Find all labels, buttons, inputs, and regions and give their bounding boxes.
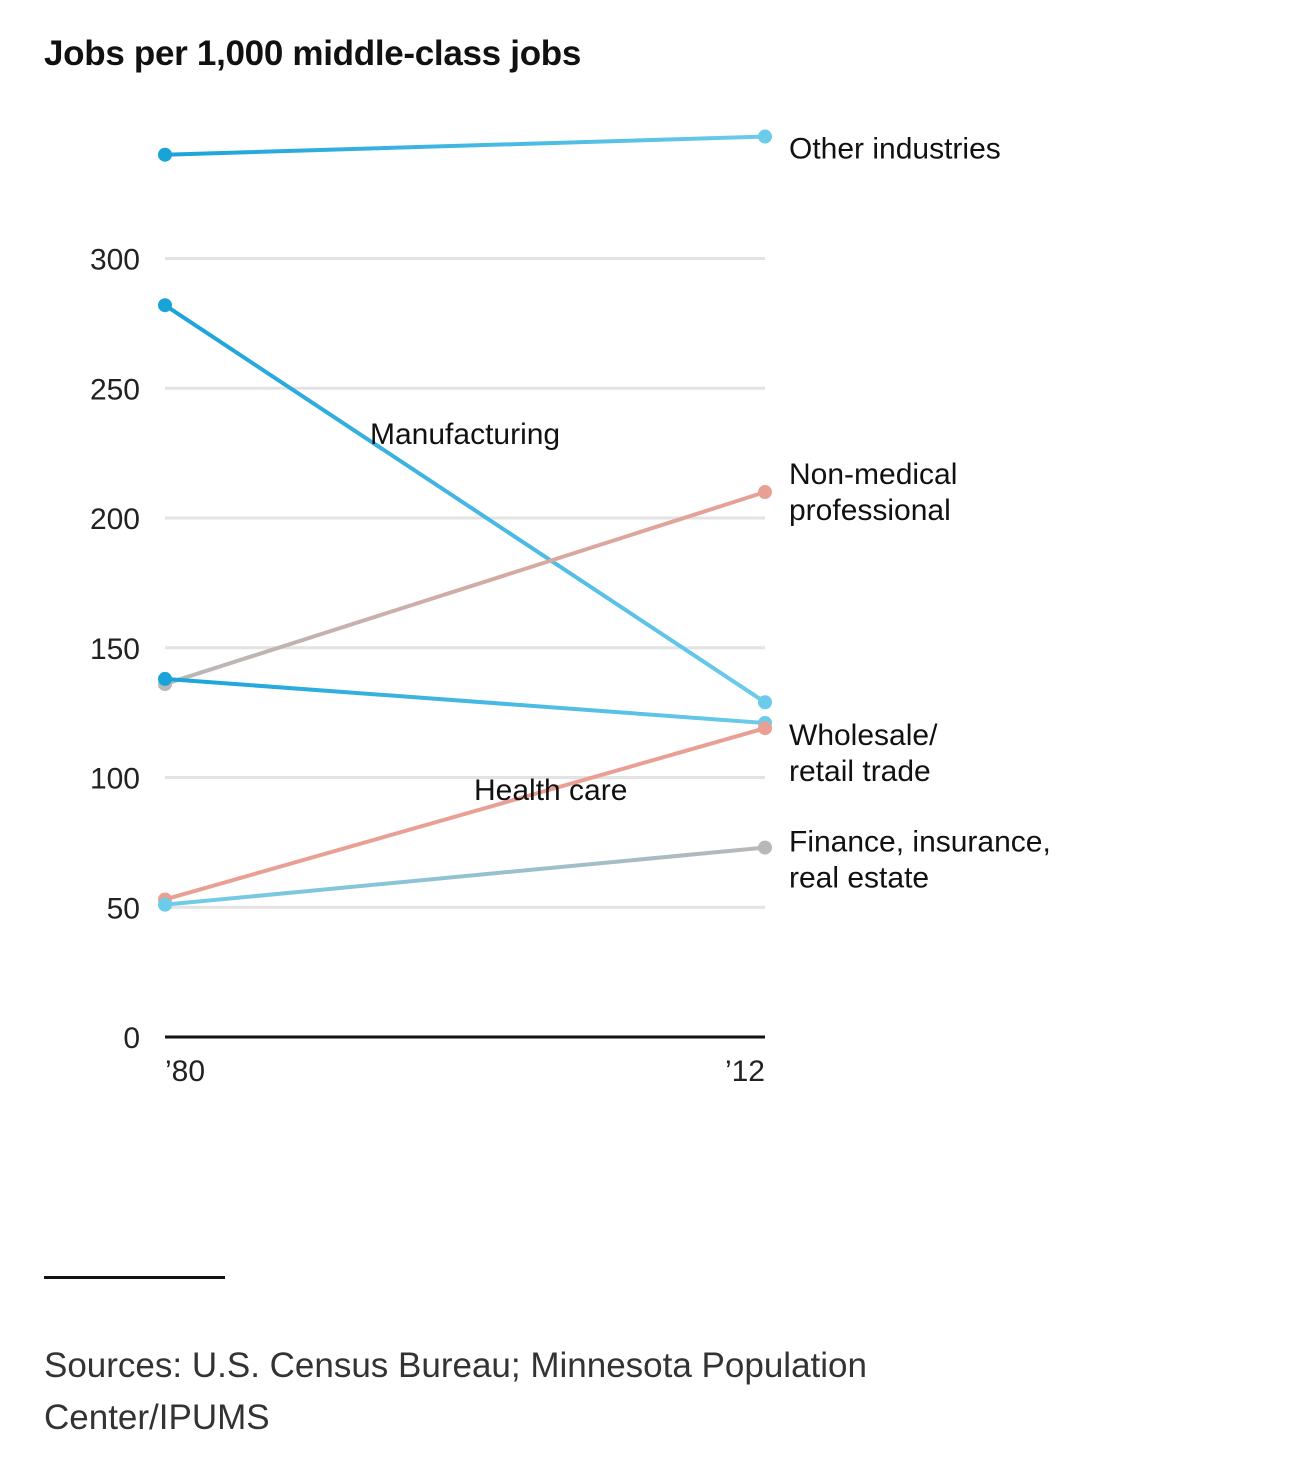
y-tick-label: 200 <box>90 503 140 536</box>
series-label-health-care: Health care <box>474 774 627 807</box>
series-label-line: Health care <box>474 774 627 807</box>
y-tick-label: 300 <box>90 244 140 277</box>
series-label-line: Non-medical <box>789 458 957 491</box>
series-label-line: Wholesale/ <box>789 719 938 752</box>
series-label-wholesale-retail-trade: Wholesale/retail trade <box>789 719 938 788</box>
y-tick-label: 250 <box>90 373 140 406</box>
source-divider <box>44 1276 225 1279</box>
series-label-line: retail trade <box>789 755 931 788</box>
data-point-other-industries-1 <box>758 129 772 144</box>
gridlines <box>165 257 765 909</box>
x-tick-label: ’12 <box>725 1055 765 1088</box>
chart-title: Jobs per 1,000 middle-class jobs <box>44 34 582 73</box>
series-lines <box>163 134 767 907</box>
x-tick-label: ’80 <box>165 1055 205 1088</box>
axes: 0 50 100 150 200 250 300 ’80 ’12 <box>90 244 765 1088</box>
series-label-other-industries: Other industries <box>789 133 1001 166</box>
data-point-wholesale-retail-trade-0 <box>158 671 172 686</box>
series-label-line: Finance, insurance, <box>789 826 1051 859</box>
y-tick-label: 100 <box>90 763 140 796</box>
slope-chart: 0 50 100 150 200 250 300 ’80 ’12 Other industrie… <box>90 129 1051 1088</box>
source-note: Sources: U.S. Census Bureau; Minnesota P… <box>44 1346 867 1437</box>
series-line-non-medical-professional <box>163 490 767 687</box>
series-labels: Other industries Non-medical professional W… <box>370 133 1051 895</box>
series-label-non-medical-professional: Non-medical professional <box>789 458 957 527</box>
series-label-line: Manufacturing <box>370 418 560 451</box>
y-tick-label: 50 <box>107 892 140 925</box>
data-point-manufacturing-1 <box>758 695 772 710</box>
series-line-manufacturing <box>163 303 767 705</box>
data-point-manufacturing-0 <box>158 298 172 313</box>
series-label-line: professional <box>789 494 951 527</box>
series-line-health-care <box>163 726 767 902</box>
y-tick-label: 150 <box>90 633 140 666</box>
data-point-finance-insurance-real-estate-0 <box>158 897 172 912</box>
y-tick-label: 0 <box>123 1022 140 1055</box>
series-line-wholesale-retail-trade <box>163 676 767 726</box>
series-label-manufacturing: Manufacturing <box>370 418 560 451</box>
series-label-line: Other industries <box>789 133 1001 166</box>
series-label-finance-insurance-real-estate: Finance, insurance, real estate <box>789 826 1051 895</box>
series-line-other-industries <box>163 134 767 157</box>
data-point-other-industries-0 <box>158 147 172 162</box>
series-points <box>158 129 772 912</box>
series-label-line: real estate <box>789 862 929 895</box>
data-point-non-medical-professional-1 <box>758 485 772 500</box>
data-point-health-care-1 <box>758 721 772 736</box>
series-line-finance-insurance-real-estate <box>163 845 767 907</box>
data-point-finance-insurance-real-estate-1 <box>758 840 772 855</box>
